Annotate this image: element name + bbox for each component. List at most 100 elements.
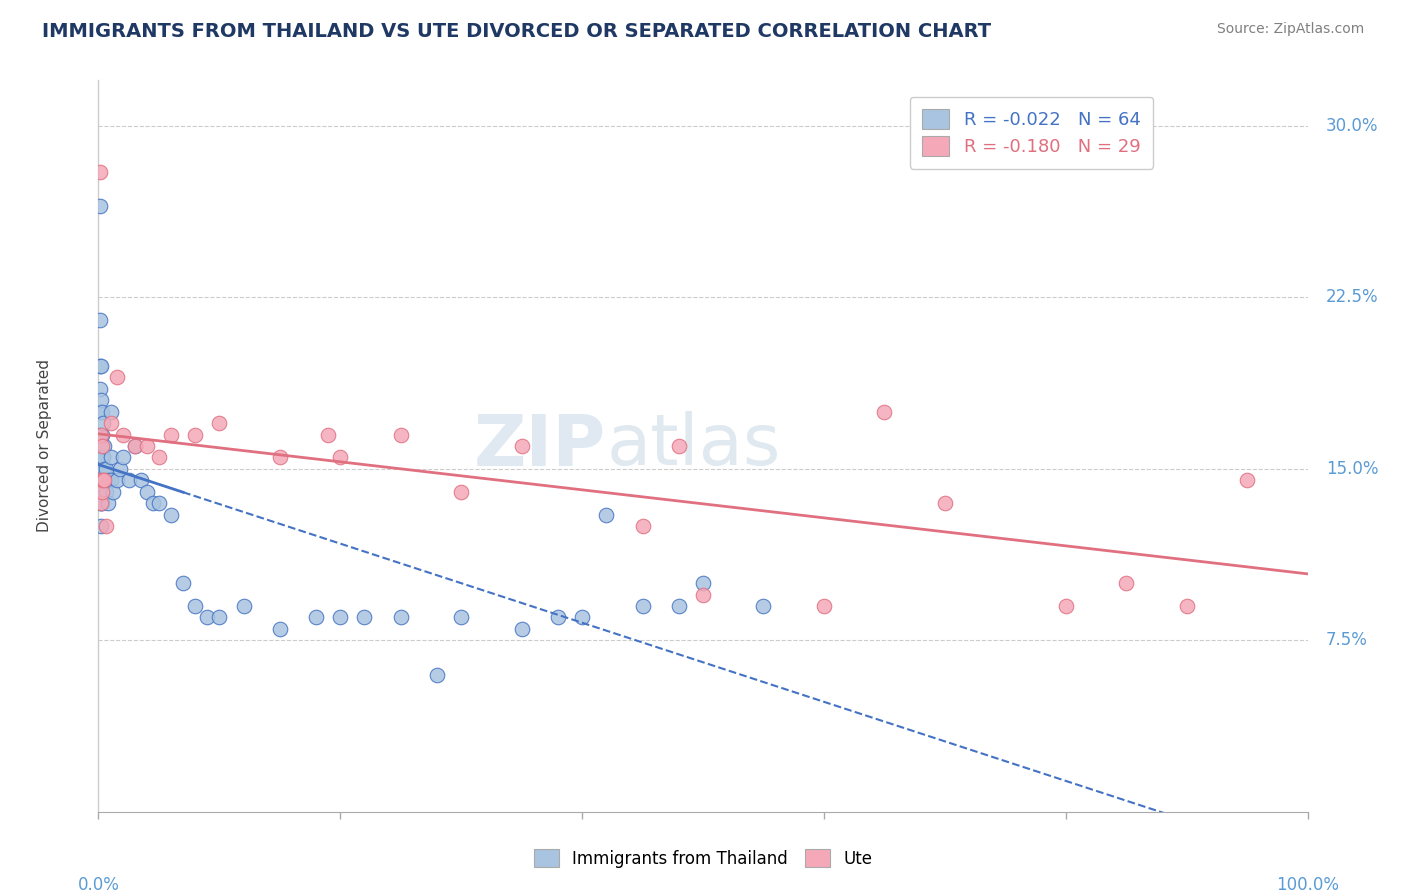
Point [90, 496, 112, 510]
Point [571, 610, 593, 624]
Point [91, 473, 114, 487]
Text: 7.5%: 7.5% [1326, 632, 1368, 649]
Point [142, 496, 165, 510]
Point [269, 450, 291, 465]
Point [692, 576, 714, 591]
Point [510, 439, 533, 453]
Point [316, 427, 339, 442]
Point [91, 473, 114, 487]
Point [105, 370, 128, 384]
Point [118, 473, 141, 487]
Point [129, 473, 152, 487]
Point [93, 439, 115, 453]
Point [91, 450, 114, 465]
Point [108, 462, 131, 476]
Point [91, 416, 114, 430]
Point [89, 164, 111, 178]
Point [1054, 599, 1077, 613]
Point [595, 508, 617, 522]
Point [329, 610, 352, 624]
Text: 15.0%: 15.0% [1326, 460, 1378, 478]
Point [111, 427, 134, 442]
Point [208, 610, 231, 624]
Point [208, 416, 231, 430]
Point [91, 427, 114, 442]
Point [389, 610, 412, 624]
Point [89, 199, 111, 213]
Point [89, 359, 111, 373]
Point [631, 519, 654, 533]
Point [91, 473, 114, 487]
Legend: Immigrants from Thailand, Ute: Immigrants from Thailand, Ute [522, 838, 884, 880]
Point [148, 496, 170, 510]
Point [195, 610, 218, 624]
Point [148, 450, 170, 465]
Text: Divorced or Separated: Divorced or Separated [37, 359, 52, 533]
Point [172, 576, 194, 591]
Point [450, 484, 472, 499]
Text: 100.0%: 100.0% [1277, 876, 1339, 892]
Point [90, 393, 112, 408]
Text: 0.0%: 0.0% [77, 876, 120, 892]
Point [97, 496, 120, 510]
Text: ZIP: ZIP [474, 411, 606, 481]
Point [89, 496, 111, 510]
Point [90, 496, 112, 510]
Point [692, 588, 714, 602]
Point [184, 427, 207, 442]
Point [94, 519, 117, 533]
Point [1175, 599, 1198, 613]
Point [873, 405, 896, 419]
Point [90, 473, 112, 487]
Point [135, 439, 157, 453]
Point [89, 473, 111, 487]
Point [91, 484, 114, 499]
Point [269, 622, 291, 636]
Point [329, 450, 352, 465]
Point [934, 496, 956, 510]
Point [91, 405, 114, 419]
Point [111, 450, 134, 465]
Point [93, 473, 115, 487]
Point [184, 599, 207, 613]
Point [90, 427, 112, 442]
Point [668, 439, 690, 453]
Point [426, 667, 449, 681]
Point [90, 427, 112, 442]
Point [91, 439, 114, 453]
Point [124, 439, 146, 453]
Point [510, 622, 533, 636]
Point [100, 405, 122, 419]
Point [305, 610, 328, 624]
Text: Source: ZipAtlas.com: Source: ZipAtlas.com [1216, 22, 1364, 37]
Point [97, 473, 120, 487]
Point [89, 382, 111, 396]
Point [90, 359, 112, 373]
Point [1236, 473, 1258, 487]
Point [100, 473, 122, 487]
Legend: R = -0.022   N = 64, R = -0.180   N = 29: R = -0.022 N = 64, R = -0.180 N = 29 [910, 96, 1153, 169]
Point [93, 462, 115, 476]
Point [91, 450, 114, 465]
Point [547, 610, 569, 624]
Point [450, 610, 472, 624]
Text: atlas: atlas [606, 411, 780, 481]
Text: IMMIGRANTS FROM THAILAND VS UTE DIVORCED OR SEPARATED CORRELATION CHART: IMMIGRANTS FROM THAILAND VS UTE DIVORCED… [42, 22, 991, 41]
Point [160, 508, 183, 522]
Point [90, 450, 112, 465]
Point [100, 416, 122, 430]
Point [89, 405, 111, 419]
Point [752, 599, 775, 613]
Point [389, 427, 412, 442]
Point [160, 427, 183, 442]
Point [813, 599, 835, 613]
Point [1115, 576, 1137, 591]
Point [89, 473, 111, 487]
Point [232, 599, 254, 613]
Point [94, 484, 117, 499]
Point [100, 450, 122, 465]
Point [89, 313, 111, 327]
Point [135, 484, 157, 499]
Point [94, 462, 117, 476]
Point [105, 473, 128, 487]
